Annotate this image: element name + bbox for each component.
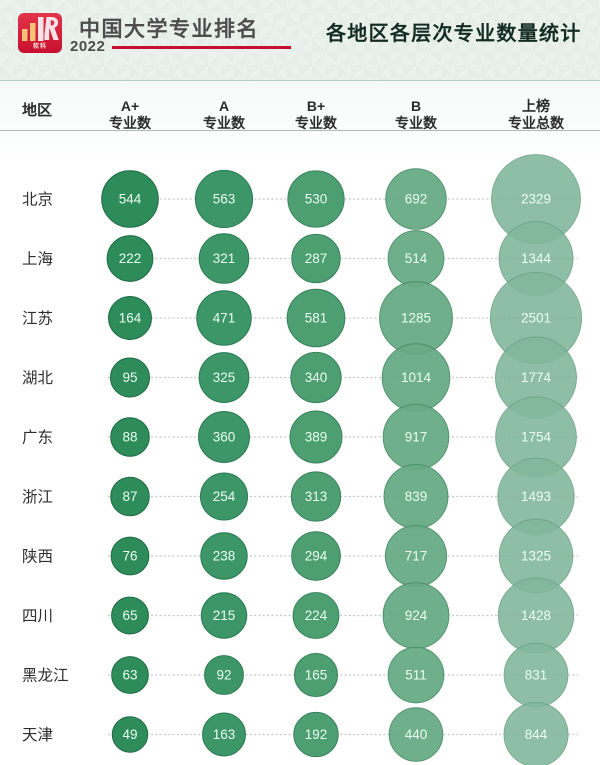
svg-text:340: 340 [305, 370, 328, 385]
svg-text:四川: 四川 [22, 608, 53, 625]
svg-text:831: 831 [525, 668, 548, 683]
svg-text:1285: 1285 [401, 311, 431, 326]
svg-text:浙江: 浙江 [22, 488, 53, 506]
svg-text:563: 563 [213, 192, 236, 207]
svg-text:254: 254 [213, 489, 236, 504]
svg-text:1344: 1344 [521, 251, 552, 266]
svg-text:163: 163 [213, 727, 236, 742]
svg-text:511: 511 [405, 668, 427, 683]
svg-text:1014: 1014 [401, 370, 432, 385]
svg-text:389: 389 [305, 430, 328, 445]
svg-text:692: 692 [405, 192, 428, 207]
svg-text:1754: 1754 [521, 430, 552, 445]
svg-text:440: 440 [405, 727, 428, 742]
svg-text:530: 530 [305, 192, 328, 207]
svg-text:上海: 上海 [22, 250, 53, 268]
svg-text:1774: 1774 [521, 370, 552, 385]
svg-text:95: 95 [122, 370, 137, 385]
svg-text:238: 238 [213, 549, 236, 564]
svg-text:江苏: 江苏 [22, 310, 53, 328]
svg-text:1493: 1493 [521, 489, 551, 504]
svg-text:1325: 1325 [521, 549, 551, 564]
svg-text:2329: 2329 [521, 192, 551, 207]
svg-text:广东: 广东 [22, 429, 53, 447]
svg-text:49: 49 [122, 727, 137, 742]
svg-text:924: 924 [405, 608, 428, 623]
svg-text:天津: 天津 [22, 726, 53, 744]
svg-text:92: 92 [216, 668, 231, 683]
svg-text:471: 471 [213, 311, 236, 326]
svg-text:224: 224 [305, 608, 328, 623]
svg-text:76: 76 [122, 549, 137, 564]
svg-text:321: 321 [213, 251, 236, 266]
svg-text:陕西: 陕西 [22, 548, 53, 566]
svg-text:北京: 北京 [22, 191, 53, 209]
svg-text:88: 88 [122, 430, 137, 445]
svg-text:839: 839 [405, 489, 428, 504]
svg-text:917: 917 [405, 430, 428, 445]
svg-text:514: 514 [405, 251, 428, 266]
svg-text:313: 313 [305, 489, 328, 504]
svg-text:287: 287 [305, 251, 328, 266]
svg-text:164: 164 [119, 311, 142, 326]
svg-text:581: 581 [305, 311, 328, 326]
svg-text:湖北: 湖北 [22, 369, 54, 387]
svg-text:165: 165 [305, 668, 328, 683]
svg-text:294: 294 [305, 549, 328, 564]
svg-text:2501: 2501 [521, 311, 551, 326]
svg-text:63: 63 [122, 668, 137, 683]
svg-text:844: 844 [525, 727, 548, 742]
svg-text:65: 65 [122, 608, 137, 623]
svg-text:192: 192 [305, 727, 328, 742]
svg-text:黑龙江: 黑龙江 [22, 667, 69, 685]
svg-text:87: 87 [122, 489, 137, 504]
svg-text:1428: 1428 [521, 608, 551, 623]
svg-text:222: 222 [119, 251, 142, 266]
svg-text:717: 717 [405, 549, 428, 564]
svg-text:325: 325 [213, 370, 236, 385]
svg-text:544: 544 [119, 192, 142, 207]
svg-text:360: 360 [213, 430, 236, 445]
svg-text:215: 215 [213, 608, 236, 623]
